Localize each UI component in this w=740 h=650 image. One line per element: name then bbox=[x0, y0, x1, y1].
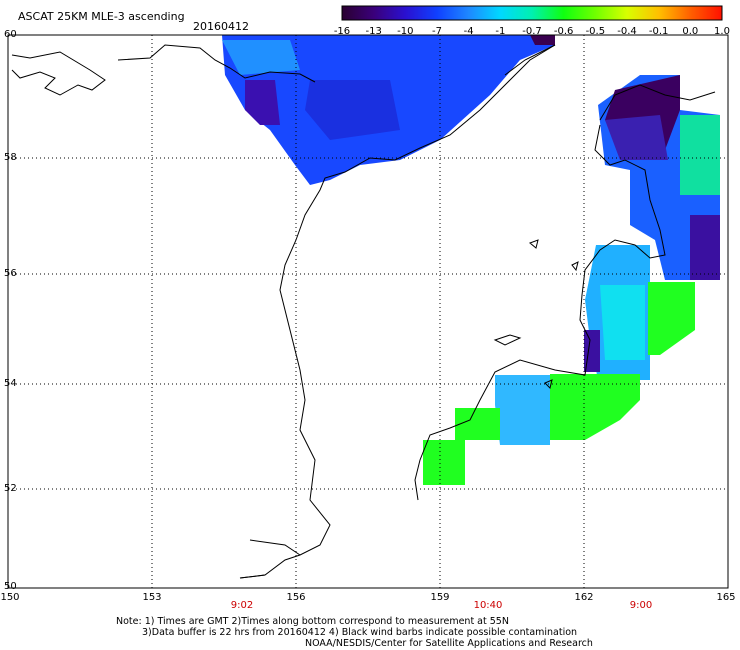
colorbar-tick-label: -0.1 bbox=[648, 26, 669, 37]
colorbar-tick-label: -0.6 bbox=[553, 26, 574, 37]
coast-kamchatka-west bbox=[414, 124, 666, 501]
map-frame bbox=[7, 34, 729, 589]
map-date: 20160412 bbox=[193, 20, 249, 33]
graticule bbox=[8, 35, 728, 588]
lat-label-50: 50 bbox=[4, 581, 17, 592]
swath-north-core bbox=[305, 80, 400, 140]
colorbar-tick-label: -1 bbox=[495, 26, 506, 37]
swath-south-green bbox=[550, 374, 640, 440]
swath-north-purple bbox=[245, 80, 280, 125]
coast-kamchatka-east bbox=[599, 84, 716, 121]
time-label-2: 10:40 bbox=[473, 600, 503, 611]
colorbar bbox=[341, 5, 723, 21]
coast-main bbox=[239, 44, 556, 579]
swath-mid-purple bbox=[584, 330, 600, 372]
lon-label-162: 162 bbox=[574, 592, 594, 603]
colorbar-tick-label: 1.0 bbox=[714, 26, 730, 37]
swath-south-green2 bbox=[423, 408, 500, 485]
swath-east-purple2 bbox=[690, 215, 720, 280]
lat-label-52: 52 bbox=[4, 483, 17, 494]
swath-east-purple bbox=[605, 115, 668, 160]
lon-label-159: 159 bbox=[430, 592, 450, 603]
swath-east-green bbox=[680, 115, 720, 195]
time-label-1: 9:02 bbox=[230, 600, 254, 611]
time-label-3: 9:00 bbox=[629, 600, 653, 611]
colorbar-tick-label: -4 bbox=[463, 26, 474, 37]
colorbar-tick-label: -16 bbox=[333, 26, 351, 37]
note-line-1: Note: 1) Times are GMT 2)Times along bot… bbox=[116, 616, 509, 627]
colorbar-tick-label: -0.7 bbox=[522, 26, 542, 37]
lat-label-54: 54 bbox=[4, 378, 17, 389]
colorbar-tick-label: -13 bbox=[365, 26, 382, 37]
lon-label-150: 150 bbox=[0, 592, 20, 603]
lat-label-60: 60 bbox=[4, 29, 17, 40]
coastlines bbox=[11, 44, 716, 579]
lat-label-58: 58 bbox=[4, 152, 17, 163]
swath-mid-cyan bbox=[600, 285, 645, 360]
note-line-3: NOAA/NESDIS/Center for Satellite Applica… bbox=[305, 638, 593, 649]
swath-north-light bbox=[222, 40, 300, 75]
map-title: ASCAT 25KM MLE-3 ascending bbox=[18, 10, 185, 23]
colorbar-tick-label: -0.4 bbox=[617, 26, 637, 37]
colorbar-tick-label: -0.5 bbox=[585, 26, 606, 37]
lat-label-56: 56 bbox=[4, 268, 17, 279]
lon-label-165: 165 bbox=[716, 592, 736, 603]
swath-mid-green bbox=[648, 282, 695, 355]
swath-south-blue bbox=[495, 375, 550, 445]
colorbar-gradient bbox=[341, 5, 723, 21]
note-line-2: 3)Data buffer is 22 hrs from 20160412 4)… bbox=[142, 627, 578, 638]
lon-label-156: 156 bbox=[286, 592, 306, 603]
swath-north-deep bbox=[530, 35, 555, 45]
colorbar-tick-label: -10 bbox=[397, 26, 414, 37]
coast-south-islands bbox=[239, 239, 579, 579]
colorbar-tick-label: 0.0 bbox=[682, 26, 699, 37]
colorbar-tick-label: -7 bbox=[432, 26, 442, 37]
lon-label-153: 153 bbox=[142, 592, 162, 603]
